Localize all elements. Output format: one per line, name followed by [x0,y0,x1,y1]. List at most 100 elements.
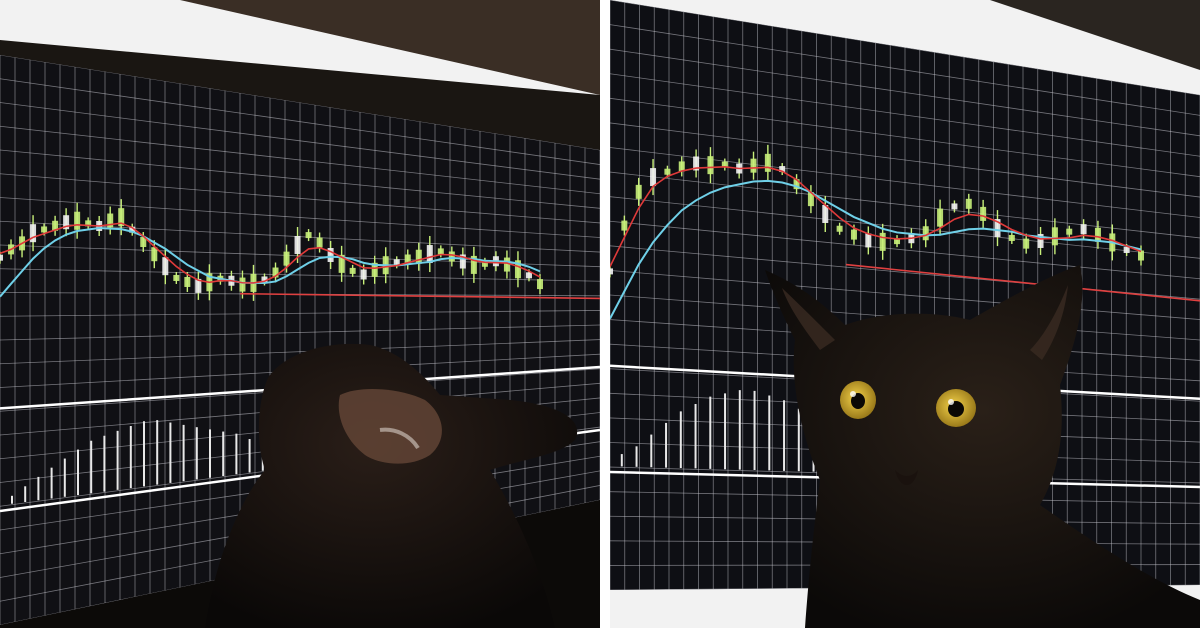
grid-line [0,102,600,180]
candle [360,269,367,280]
candle [173,274,180,281]
candle [415,249,422,264]
candle [894,238,901,245]
candle [305,232,312,239]
candle [822,205,829,224]
grid-line [610,0,1200,96]
cat-silhouette [205,343,578,628]
grid-line [0,55,600,151]
candle [393,259,400,266]
grid-line [610,122,1200,198]
grid-line [0,339,600,365]
candle [1008,234,1015,241]
candle [437,248,444,255]
candle [865,233,872,248]
candle [750,158,757,173]
candle [1051,227,1058,246]
candle [1080,224,1087,235]
grid-line [0,173,600,224]
grid-line [0,125,600,195]
candle [129,226,136,233]
grid-line [610,48,1200,137]
candle [650,168,657,187]
candle [1123,246,1130,253]
candle [162,257,169,276]
candle [721,161,728,168]
candle [937,208,944,227]
grid-line [610,97,1200,178]
slow-moving-average [0,227,541,298]
candle [272,267,279,278]
candle [0,254,3,261]
candle [764,153,771,172]
grid-line [610,73,1200,157]
candle [470,255,477,274]
candle [1023,238,1030,249]
candle [283,251,290,266]
candle [371,262,378,277]
cat-nose [895,470,918,485]
candle [63,215,70,230]
candle [426,245,433,264]
grid-line [0,78,600,165]
candle [459,254,466,269]
candle [140,237,147,248]
left-ear-inner [782,288,835,350]
candle [316,237,323,248]
candle [52,220,59,231]
candle [514,260,521,279]
candle [980,206,987,221]
grid-line [610,220,1200,280]
right-photo [610,0,1200,628]
trend-line [239,292,600,300]
candle [1037,233,1044,248]
candle [1094,227,1101,242]
candle [184,276,191,287]
candle [74,211,81,230]
candle [349,267,356,274]
candle [951,203,958,210]
candle [1066,228,1073,235]
candle [195,278,202,293]
trading-chart [0,55,600,625]
fast-moving-average [0,222,541,284]
grid-line [610,24,1200,116]
right-eye-glint [948,399,954,405]
grid-line [0,310,600,317]
right-photo-panel [610,0,1200,628]
cat-silhouette [765,265,1200,628]
candle [338,254,345,273]
candle [707,156,714,175]
candle [693,156,700,171]
dark-wall [990,0,1200,70]
ear-fur [379,427,420,450]
candle [965,198,972,209]
left-photo [0,0,600,628]
grid-line [610,171,1200,239]
candle [448,251,455,262]
trend-line [845,263,1200,302]
candle [118,208,125,227]
candle [151,247,158,262]
grid-line [610,196,1200,259]
candle [678,161,685,172]
candle [793,179,800,190]
candle [537,279,543,290]
fast-moving-average [610,166,1142,268]
left-eye-glint [850,391,856,397]
grid-line [0,149,600,209]
candle [779,166,786,173]
candle [481,260,488,267]
candle [327,247,334,262]
candle [664,168,671,175]
candle [30,224,37,243]
candle [404,254,411,265]
candle [807,192,814,207]
candle [610,268,613,275]
candle [621,220,628,231]
candle [850,229,857,240]
candle [294,235,301,254]
grid-line [0,324,600,341]
dark-wall [180,0,600,95]
candle [1138,250,1144,261]
